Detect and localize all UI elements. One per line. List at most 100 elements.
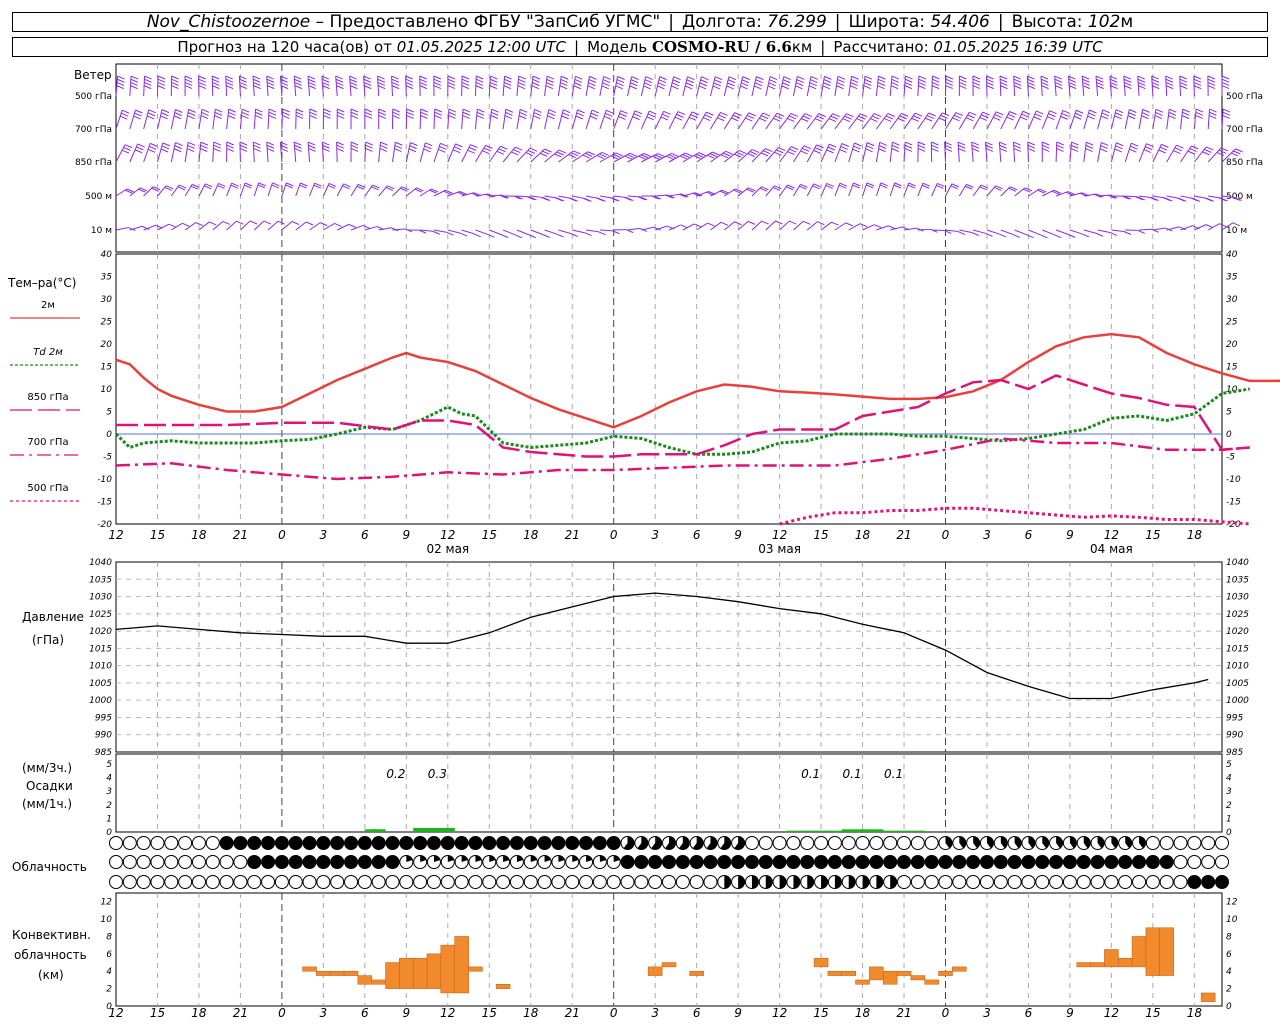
wind-barb-flag (377, 85, 386, 90)
temperature-tick-left: 20 (101, 340, 113, 350)
temperature-tick-right: 0 (1226, 430, 1232, 440)
wind-level-label-left: 850 гПа (75, 158, 112, 168)
wind-barb-flag (452, 149, 461, 154)
wind-barb-flag (918, 78, 926, 83)
wind-barb-flag (575, 75, 583, 80)
wind-barb-flag (514, 234, 523, 239)
wind-barb-flag (1073, 115, 1082, 120)
wind-barb-flag (649, 110, 657, 115)
wind-barb-flag (789, 148, 797, 153)
cloud-cover-fill (358, 836, 372, 850)
convective-tick-left: 4 (106, 967, 112, 977)
wind-barb (682, 152, 699, 163)
wind-barb-flag (626, 229, 634, 234)
wind-barb-flag (147, 112, 156, 117)
wind-barb (129, 187, 141, 197)
wind-barb-flag (985, 144, 993, 149)
time-tick-label-bottom: 6 (361, 1006, 369, 1020)
wind-barb-flag (899, 115, 907, 120)
pressure-tick-left: 1010 (89, 662, 112, 672)
wind-barb-flag (434, 108, 443, 113)
cloud-cover-fill (862, 875, 870, 889)
wind-barb-flag (500, 145, 508, 150)
wind-barb-flag (1193, 81, 1202, 86)
cloud-cover-fill (406, 855, 413, 862)
wind-barb (336, 183, 344, 197)
precip-annotation: 0.3 (428, 767, 447, 781)
wind-barb-flag (885, 115, 894, 120)
precip-tick-left: 3 (106, 787, 112, 797)
cloud-cover-symbol (827, 836, 842, 850)
cloud-cover-fill (734, 836, 745, 850)
wind-barb-flag (1109, 75, 1118, 80)
wind-barb-flag (161, 145, 170, 150)
temperature-series-line (779, 506, 1250, 526)
wind-barb (793, 145, 805, 163)
wind-barb-flag (280, 85, 289, 90)
cloud-cover-symbol (800, 836, 815, 850)
wind-barb-flag (836, 85, 844, 90)
convective-tick-right: 6 (1226, 950, 1232, 960)
temperature-tick-right: -15 (1226, 498, 1241, 508)
wind-barb-flag (951, 183, 959, 188)
wind-barb-flag (823, 79, 832, 83)
wind-barb-flag (1191, 145, 1199, 150)
wind-barb-flag (986, 81, 994, 86)
cloud-cover-symbol (509, 875, 524, 889)
wind-barb-flag (965, 185, 973, 190)
temperature-tick-right: 5 (1226, 408, 1232, 418)
precip-bar (869, 829, 884, 832)
wind-barb-flag (350, 85, 358, 90)
wind-barb-flag (1042, 147, 1050, 152)
wind-barb-flag (795, 85, 803, 90)
cloud-cover-symbol (883, 836, 898, 850)
wind-barb (751, 112, 764, 130)
wind-barb-flag (828, 118, 837, 123)
wind-barb (1180, 225, 1193, 231)
cloud-cover-symbol (440, 875, 455, 889)
wind-barb-flag (377, 75, 385, 80)
cloud-cover-symbol (537, 875, 552, 889)
cloud-cover-symbol (344, 875, 359, 889)
convective-cloud-bar (468, 966, 483, 972)
wind-barb-flag (117, 75, 125, 80)
wind-frame (115, 63, 1223, 253)
wind-barb-flag (282, 114, 290, 119)
wind-barb-flag (1207, 81, 1216, 86)
wind-barb-flag (543, 197, 551, 202)
wind-barb (1124, 109, 1130, 130)
wind-barb-flag (959, 81, 967, 86)
wind-barb-flag (587, 151, 595, 156)
precip-unit-1h: (мм/1ч.) (22, 797, 73, 811)
wind-barb-flag (741, 82, 749, 87)
cloud-cover-fill (579, 836, 593, 850)
cloud-cover-fill (994, 855, 1008, 869)
wind-barb-flag (1233, 150, 1241, 155)
cloud-cover-symbol (136, 855, 151, 869)
wind-barb-flag (657, 153, 665, 157)
wind-barb-flag (1209, 108, 1217, 113)
cloud-cover-symbol (426, 875, 441, 889)
wind-barb-flag (434, 111, 442, 116)
wind-barb-flag (972, 75, 981, 80)
wind-barb-flag (1141, 115, 1149, 120)
wind-barb-flag (1013, 81, 1022, 86)
wind-barb-flag (665, 194, 673, 199)
wind-barb-flag (406, 108, 414, 113)
wind-barb-flag (735, 188, 743, 193)
temperature-tick-right: 10 (1226, 385, 1238, 395)
cloud-cover-fill (433, 855, 441, 862)
wind-barb-flag (313, 184, 321, 189)
wind-barb (1000, 229, 1013, 235)
temperature-series-line (114, 387, 1250, 456)
time-tick-label-bottom: 18 (191, 1006, 207, 1020)
wind-barb (792, 184, 801, 197)
wind-barb-flag (561, 115, 569, 120)
wind-barb-flag (1109, 78, 1118, 83)
wind-barb-flag (239, 81, 247, 86)
wind-barb-flag (1221, 78, 1230, 83)
wind-barb (959, 229, 972, 233)
model-label: Модель (587, 38, 648, 56)
wind-barb-flag (917, 147, 926, 152)
wind-barb-flag (462, 108, 471, 113)
